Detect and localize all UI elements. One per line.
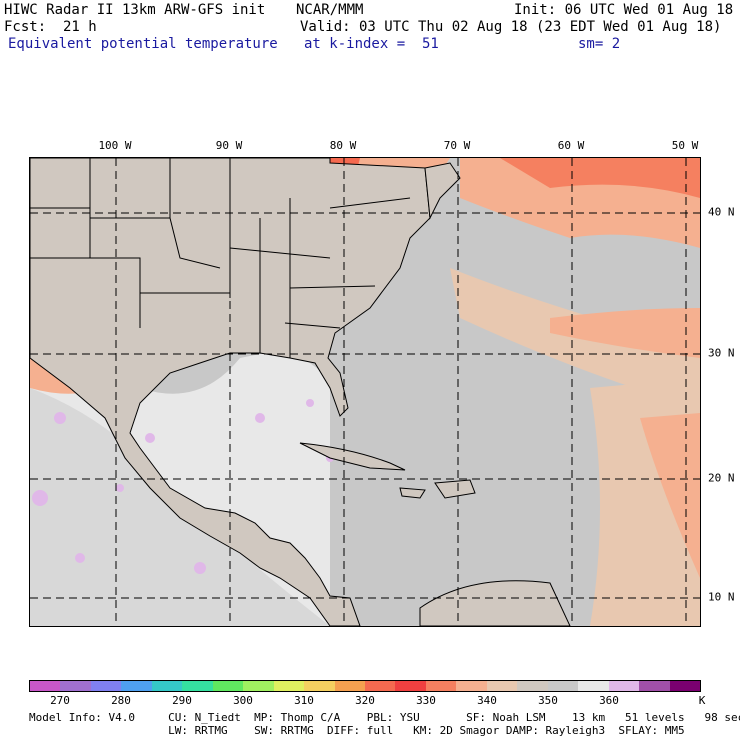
field-name: Equivalent potential temperature — [8, 36, 278, 52]
lon-label-80w: 80 W — [329, 139, 357, 152]
smoothing-info: sm= 2 — [578, 36, 621, 52]
lon-label-50w: 50 W — [671, 139, 699, 152]
colorbar-units: K — [698, 694, 706, 707]
model-info-line1: Model Info: V4.0 CU: N_Tiedt MP: Thomp C… — [29, 711, 740, 724]
colorbar-tick-310: 310 — [294, 694, 314, 707]
colorbar-tick-320: 320 — [355, 694, 375, 707]
colorbar-swatch — [364, 681, 396, 691]
forecast-hour: Fcst: 21 h — [4, 19, 97, 35]
colorbar-tick-340: 340 — [477, 694, 497, 707]
colorbar-swatch — [243, 681, 274, 691]
colorbar-tick-270: 270 — [50, 694, 70, 707]
colorbar-swatch — [517, 681, 548, 691]
colorbar-swatch — [30, 681, 61, 691]
lon-label-100w: 100 W — [98, 139, 132, 152]
colorbar-tick-290: 290 — [172, 694, 192, 707]
lat-label-40n: 40 N — [708, 205, 735, 219]
colorbar-tick-330: 330 — [416, 694, 436, 707]
colorbar-swatch — [182, 681, 213, 691]
colorbar-swatch — [608, 681, 640, 691]
colorbar-tick-300: 300 — [233, 694, 253, 707]
lon-label-60w: 60 W — [557, 139, 585, 152]
colorbar-swatch — [547, 681, 579, 691]
init-time: Init: 06 UTC Wed 01 Aug 18 — [514, 2, 734, 18]
colorbar-tick-280: 280 — [111, 694, 131, 707]
colorbar-swatch — [151, 681, 183, 691]
colorbar-swatch — [669, 681, 700, 691]
title-org: NCAR/MMM — [296, 2, 364, 18]
title-model: HIWC Radar II 13km ARW-GFS init — [4, 2, 266, 18]
colorbar-swatch — [395, 681, 426, 691]
colorbar-swatch — [304, 681, 335, 691]
valid-time: Valid: 03 UTC Thu 02 Aug 18 (23 EDT Wed … — [300, 19, 722, 35]
colorbar-swatch — [486, 681, 518, 691]
colorbar-tick-360: 360 — [599, 694, 619, 707]
colorbar-swatch — [212, 681, 244, 691]
lat-label-10n: 10 N — [708, 590, 735, 604]
map-panel — [29, 157, 701, 627]
colorbar-swatch — [121, 681, 152, 691]
colorbar-swatch — [578, 681, 609, 691]
colorbar-swatch — [60, 681, 91, 691]
theta-e-map — [30, 158, 700, 626]
colorbar-swatch — [639, 681, 670, 691]
colorbar-swatch — [425, 681, 457, 691]
colorbar — [29, 680, 701, 692]
graticule — [30, 158, 700, 626]
colorbar-swatch — [456, 681, 487, 691]
lon-label-70w: 70 W — [443, 139, 471, 152]
colorbar-swatch — [273, 681, 305, 691]
colorbar-swatch — [90, 681, 122, 691]
lat-label-20n: 20 N — [708, 471, 735, 485]
lon-label-90w: 90 W — [215, 139, 243, 152]
colorbar-tick-350: 350 — [538, 694, 558, 707]
level-info: at k-index = 51 — [304, 36, 439, 52]
lat-label-30n: 30 N — [708, 346, 735, 360]
colorbar-swatch — [334, 681, 365, 691]
model-info-line2: LW: RRTMG SW: RRTMG DIFF: full KM: 2D Sm… — [29, 724, 685, 737]
